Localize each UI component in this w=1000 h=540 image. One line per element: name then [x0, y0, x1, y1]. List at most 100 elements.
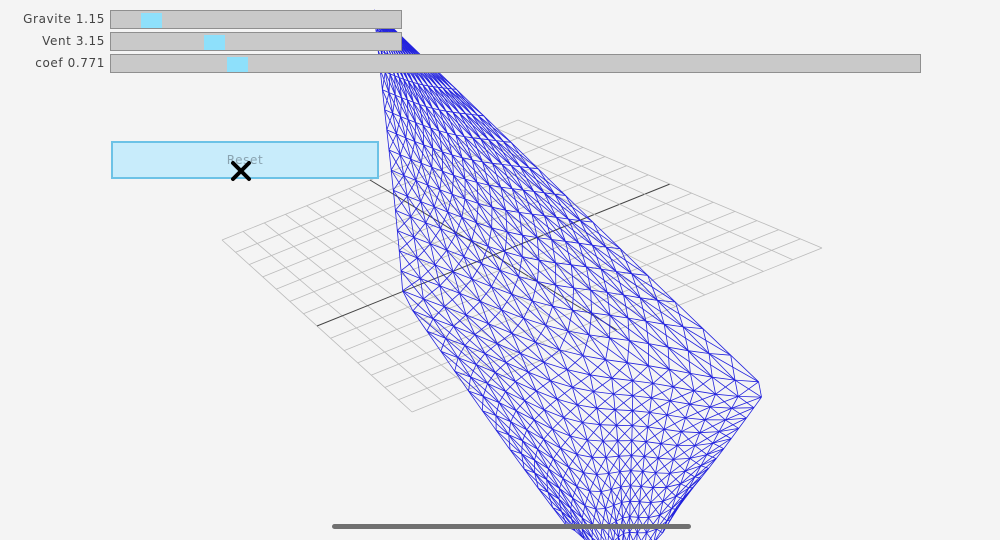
mesh-edge: [631, 273, 641, 298]
mesh-edge: [596, 474, 612, 490]
mesh-edge: [693, 390, 711, 408]
mesh-edge: [497, 343, 521, 354]
mesh-edge: [456, 89, 484, 117]
mesh-edge: [570, 498, 573, 509]
mesh-edge: [669, 473, 681, 485]
mesh-edge: [399, 250, 418, 259]
mesh-edge: [582, 422, 588, 441]
mesh-edge: [508, 434, 535, 461]
mesh-edge: [447, 211, 473, 241]
mesh-edge: [420, 278, 440, 287]
mesh-edge: [647, 275, 676, 303]
mesh-edge: [400, 116, 416, 142]
mesh-edge: [471, 240, 482, 264]
mesh-edge: [613, 505, 623, 519]
mesh-edge: [452, 271, 460, 294]
mesh-edge: [403, 175, 422, 202]
mesh-edge: [734, 379, 759, 383]
mesh-edge: [488, 139, 497, 141]
slider-coef-thumb[interactable]: [227, 57, 248, 72]
mesh-edge: [629, 501, 640, 517]
slider-vent-thumb[interactable]: [204, 35, 225, 50]
mesh-edge: [649, 400, 671, 413]
mesh-edge: [609, 314, 629, 319]
mesh-edge: [477, 114, 497, 141]
mesh-edge: [632, 410, 649, 428]
mesh-edge: [461, 217, 473, 241]
mesh-edge: [601, 489, 612, 492]
mesh-edge: [447, 211, 457, 235]
mesh-edge: [658, 445, 678, 459]
mesh-edge: [554, 193, 594, 223]
mesh-edge: [495, 415, 523, 442]
mesh-edge: [554, 193, 581, 221]
mesh-edge: [533, 419, 544, 440]
mesh-edge: [400, 257, 418, 272]
mesh-edge: [488, 323, 498, 344]
mesh-edge: [505, 209, 538, 238]
slider-gravite-thumb[interactable]: [141, 13, 162, 28]
mesh-edge: [613, 505, 617, 522]
mesh-edge: [534, 472, 539, 489]
mesh-edge: [589, 334, 610, 339]
mesh-edge: [645, 532, 647, 540]
mesh-edge: [619, 455, 632, 472]
mesh-edge: [623, 533, 625, 540]
mesh-edge: [659, 508, 672, 516]
mesh-edge: [455, 217, 463, 235]
mesh-edge: [537, 439, 544, 450]
slider-coef-track[interactable]: [110, 54, 921, 73]
mesh-edge: [425, 106, 432, 129]
mesh-edge: [471, 114, 497, 141]
mesh-edge: [694, 476, 701, 479]
mesh-edge: [400, 154, 412, 160]
mesh-edge: [627, 362, 649, 367]
mesh-edge: [396, 133, 401, 155]
slider-gravite-track[interactable]: [110, 10, 402, 29]
mesh-edge: [676, 496, 686, 507]
mesh-edge: [660, 431, 682, 445]
mesh-edge: [528, 167, 545, 194]
mesh-edge: [592, 221, 607, 248]
mesh-edge: [642, 471, 654, 488]
mesh-edge: [399, 77, 404, 80]
mesh-edge: [451, 175, 454, 195]
mesh-edge: [442, 87, 472, 115]
mesh-edge: [570, 508, 572, 519]
mesh-edge: [616, 425, 619, 441]
mesh-edge: [518, 276, 553, 307]
mesh-edge: [522, 440, 538, 450]
mesh-edge: [447, 88, 467, 115]
mesh-edge: [508, 434, 523, 442]
mesh-edge: [452, 193, 466, 200]
mesh-edge: [420, 278, 445, 307]
mesh-edge: [400, 270, 421, 279]
mesh-edge: [650, 500, 664, 503]
mesh-edge: [396, 133, 412, 160]
mesh-edge: [455, 234, 482, 264]
slider-vent-track[interactable]: [110, 32, 402, 51]
mesh-edge: [556, 398, 578, 406]
mesh-edge: [446, 234, 457, 251]
mesh-edge: [610, 489, 615, 506]
mesh-edge: [621, 485, 631, 503]
mesh-edge: [519, 166, 545, 194]
mesh-edge: [482, 410, 509, 435]
mesh-edge: [470, 376, 500, 403]
mesh-edge: [534, 472, 560, 500]
mesh-edge: [708, 458, 717, 469]
mesh-edge: [395, 94, 402, 99]
mesh-edge: [446, 249, 465, 257]
mesh-edge: [487, 372, 496, 384]
mesh-edge: [520, 166, 530, 169]
mesh-edge: [432, 148, 454, 176]
mesh-edge: [410, 158, 422, 164]
cloth-mesh[interactable]: [373, 9, 762, 540]
mesh-edge: [631, 440, 647, 443]
mesh-edge: [535, 342, 545, 363]
mesh-edge: [562, 478, 577, 487]
mesh-edge: [439, 189, 463, 218]
mesh-edge: [518, 212, 523, 236]
mesh-edge: [388, 149, 392, 171]
